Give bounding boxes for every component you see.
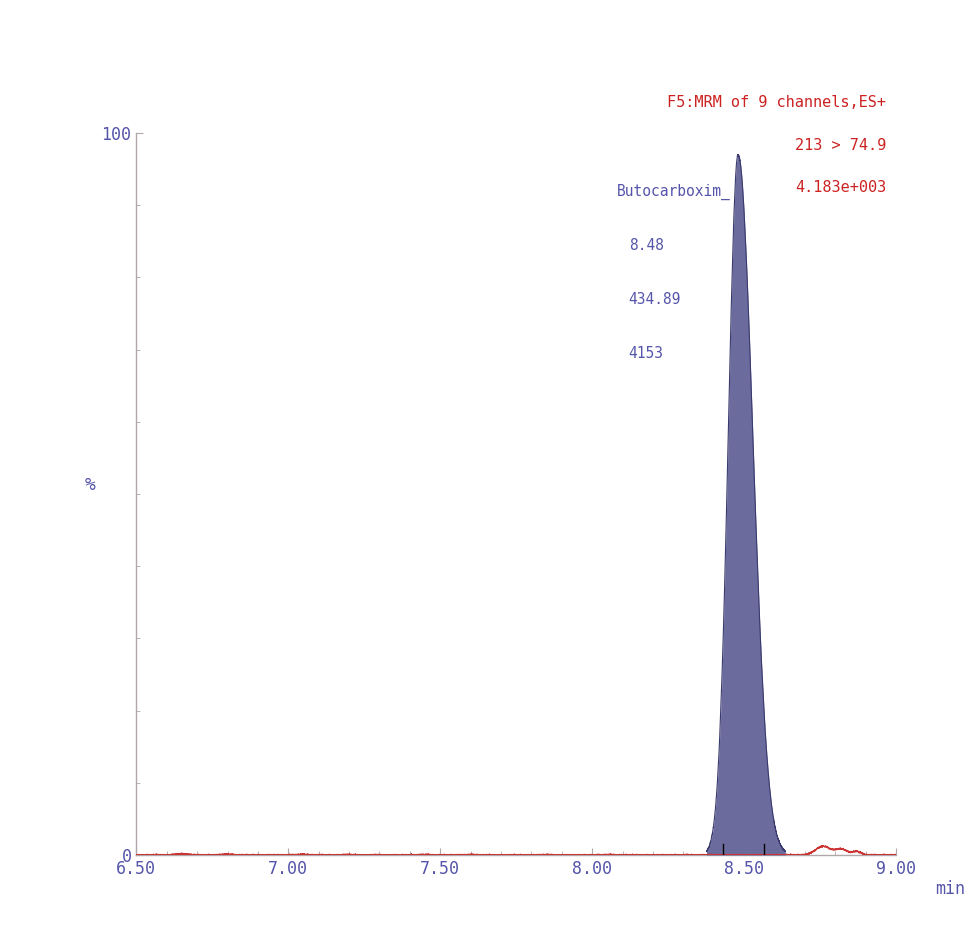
Text: Butocarboxim_: Butocarboxim_	[617, 183, 730, 199]
Text: min: min	[935, 880, 965, 898]
Text: 8.48: 8.48	[628, 238, 663, 253]
Text: 434.89: 434.89	[628, 292, 681, 307]
Text: F5:MRM of 9 channels,ES+: F5:MRM of 9 channels,ES+	[667, 95, 886, 110]
Y-axis label: %: %	[85, 476, 95, 494]
Text: 4153: 4153	[628, 346, 663, 361]
Text: 213 > 74.9: 213 > 74.9	[795, 138, 886, 153]
Text: 4.183e+003: 4.183e+003	[795, 180, 886, 196]
